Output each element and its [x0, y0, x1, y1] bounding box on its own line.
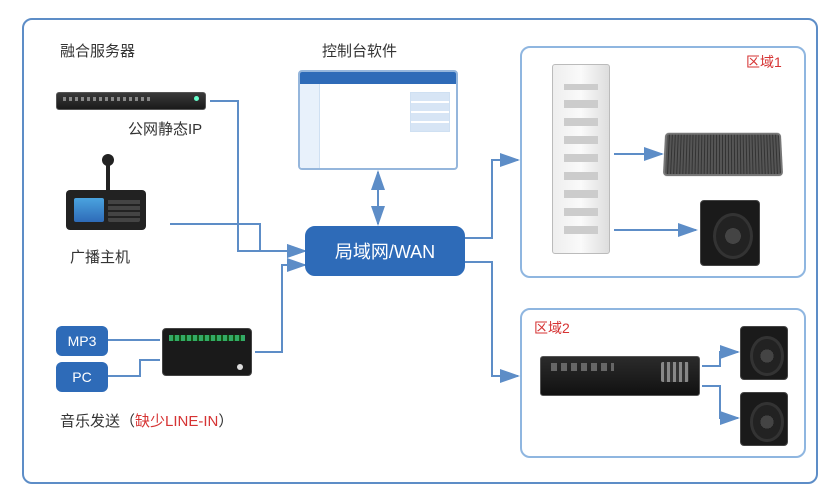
- music-label-prefix: 音乐发送（: [60, 413, 135, 430]
- zone1-label: 区域1: [746, 52, 782, 72]
- server-sub-label: 公网静态IP: [128, 118, 202, 139]
- server-device-icon: [56, 92, 206, 110]
- zone2-speaker-a-icon: [740, 326, 788, 380]
- column-speaker-icon: [552, 64, 610, 254]
- grille-speaker-icon: [663, 133, 783, 176]
- console-label: 控制台软件: [322, 40, 397, 61]
- zone1-wall-speaker-icon: [700, 200, 760, 266]
- zone2-label: 区域2: [534, 318, 570, 338]
- audio-adapter-icon: [162, 328, 252, 376]
- hub-label: 局域网/WAN: [335, 238, 435, 264]
- zone2-speaker-b-icon: [740, 392, 788, 446]
- mp3-tag-text: MP3: [68, 333, 97, 349]
- music-label: 音乐发送（缺少LINE-IN）: [60, 410, 233, 431]
- console-monitor-icon: [298, 70, 458, 170]
- broadcast-device-icon: [56, 170, 156, 230]
- pc-tag-text: PC: [72, 369, 91, 385]
- mp3-tag: MP3: [56, 326, 108, 356]
- amplifier-icon: [540, 356, 700, 396]
- hub-node: 局域网/WAN: [305, 226, 465, 276]
- server-label: 融合服务器: [60, 40, 135, 61]
- music-label-suffix: ）: [218, 413, 233, 430]
- broadcast-label: 广播主机: [70, 246, 130, 267]
- music-label-warning: 缺少LINE-IN: [135, 413, 218, 430]
- pc-tag: PC: [56, 362, 108, 392]
